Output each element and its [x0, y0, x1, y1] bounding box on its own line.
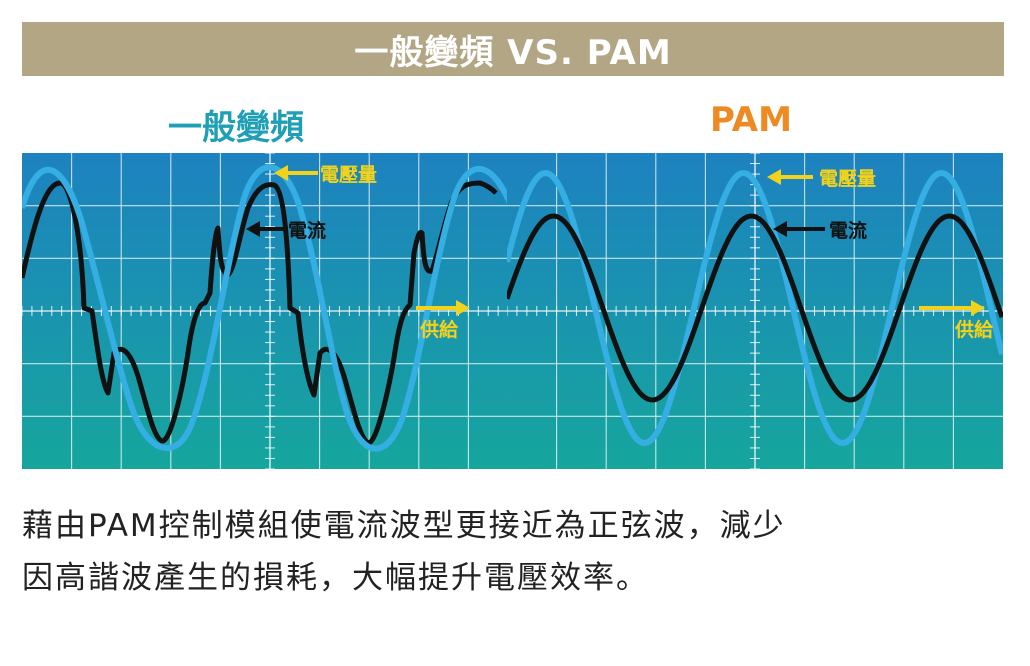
current-arrow: [773, 221, 825, 237]
oscilloscope-pam: 電壓量 電流 供給: [507, 153, 1003, 469]
voltage-arrow: [767, 169, 813, 185]
title-banner: 一般變頻 VS. PAM: [22, 22, 1004, 76]
caption-line-1: 藉由PAM控制模組使電流波型更接近為正弦波，減少: [22, 508, 786, 544]
current-waveform: [507, 213, 1003, 403]
current-label: 電流: [829, 219, 867, 242]
voltage-waveform: [507, 169, 1003, 447]
current-label: 電流: [288, 219, 326, 242]
current-arrow: [246, 221, 288, 237]
supply-arrow: [416, 300, 470, 316]
voltage-arrow: [274, 165, 318, 181]
voltage-label: 電壓量: [320, 164, 377, 186]
supply-label: 供給: [419, 318, 459, 341]
caption-line-2: 因高諧波產生的損耗，大幅提升電壓效率。: [22, 560, 649, 596]
oscilloscope-conventional: 電壓量 電流 供給: [22, 153, 518, 469]
supply-label: 供給: [954, 318, 994, 341]
supply-arrow: [919, 300, 985, 316]
voltage-waveform: [22, 164, 515, 452]
panel-title-pam: PAM: [710, 100, 792, 140]
banner-title: 一般變頻 VS. PAM: [354, 32, 672, 73]
voltage-label: 電壓量: [819, 168, 876, 190]
panel-title-conventional: 一般變頻: [168, 108, 304, 148]
